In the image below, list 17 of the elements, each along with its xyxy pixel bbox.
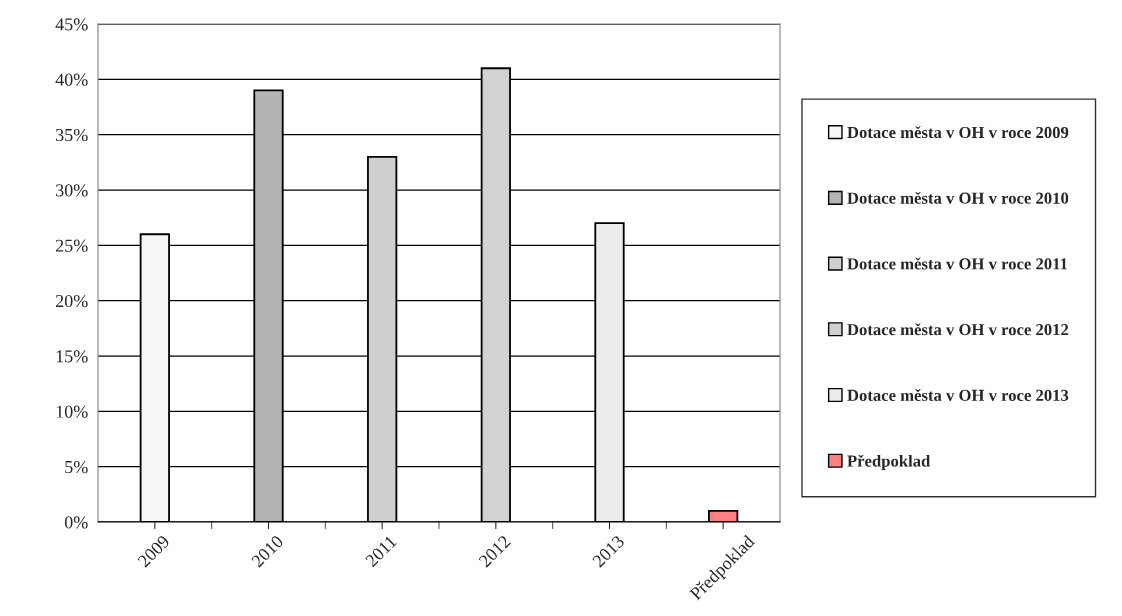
- x-tick-label: 2011: [364, 534, 398, 568]
- y-tick-label: 30%: [56, 184, 88, 197]
- y-tick-label: 40%: [55, 73, 88, 86]
- y-tick-label: 45%: [55, 18, 88, 31]
- y-tick-label: 10%: [56, 405, 88, 418]
- y-tick-label: 0%: [64, 516, 88, 529]
- y-tick-label: 35%: [56, 128, 88, 142]
- y-tick-label: 15%: [56, 350, 88, 363]
- legend-label: Dotace města v OH v roce 2012: [847, 323, 1069, 336]
- legend-label: Dotace města v OH v roce 2009: [847, 126, 1069, 139]
- legend-label: Dotace města v OH v roce 2011: [847, 257, 1068, 270]
- y-tick-label: 20%: [55, 294, 88, 308]
- legend-label: Dotace města v OH v roce 2010: [847, 191, 1069, 204]
- y-tick-label: 5%: [65, 460, 88, 474]
- y-tick-label: 25%: [55, 239, 88, 252]
- legend-label: Dotace města v OH v roce 2013: [847, 389, 1069, 401]
- legend-label: Předpoklad: [847, 454, 931, 471]
